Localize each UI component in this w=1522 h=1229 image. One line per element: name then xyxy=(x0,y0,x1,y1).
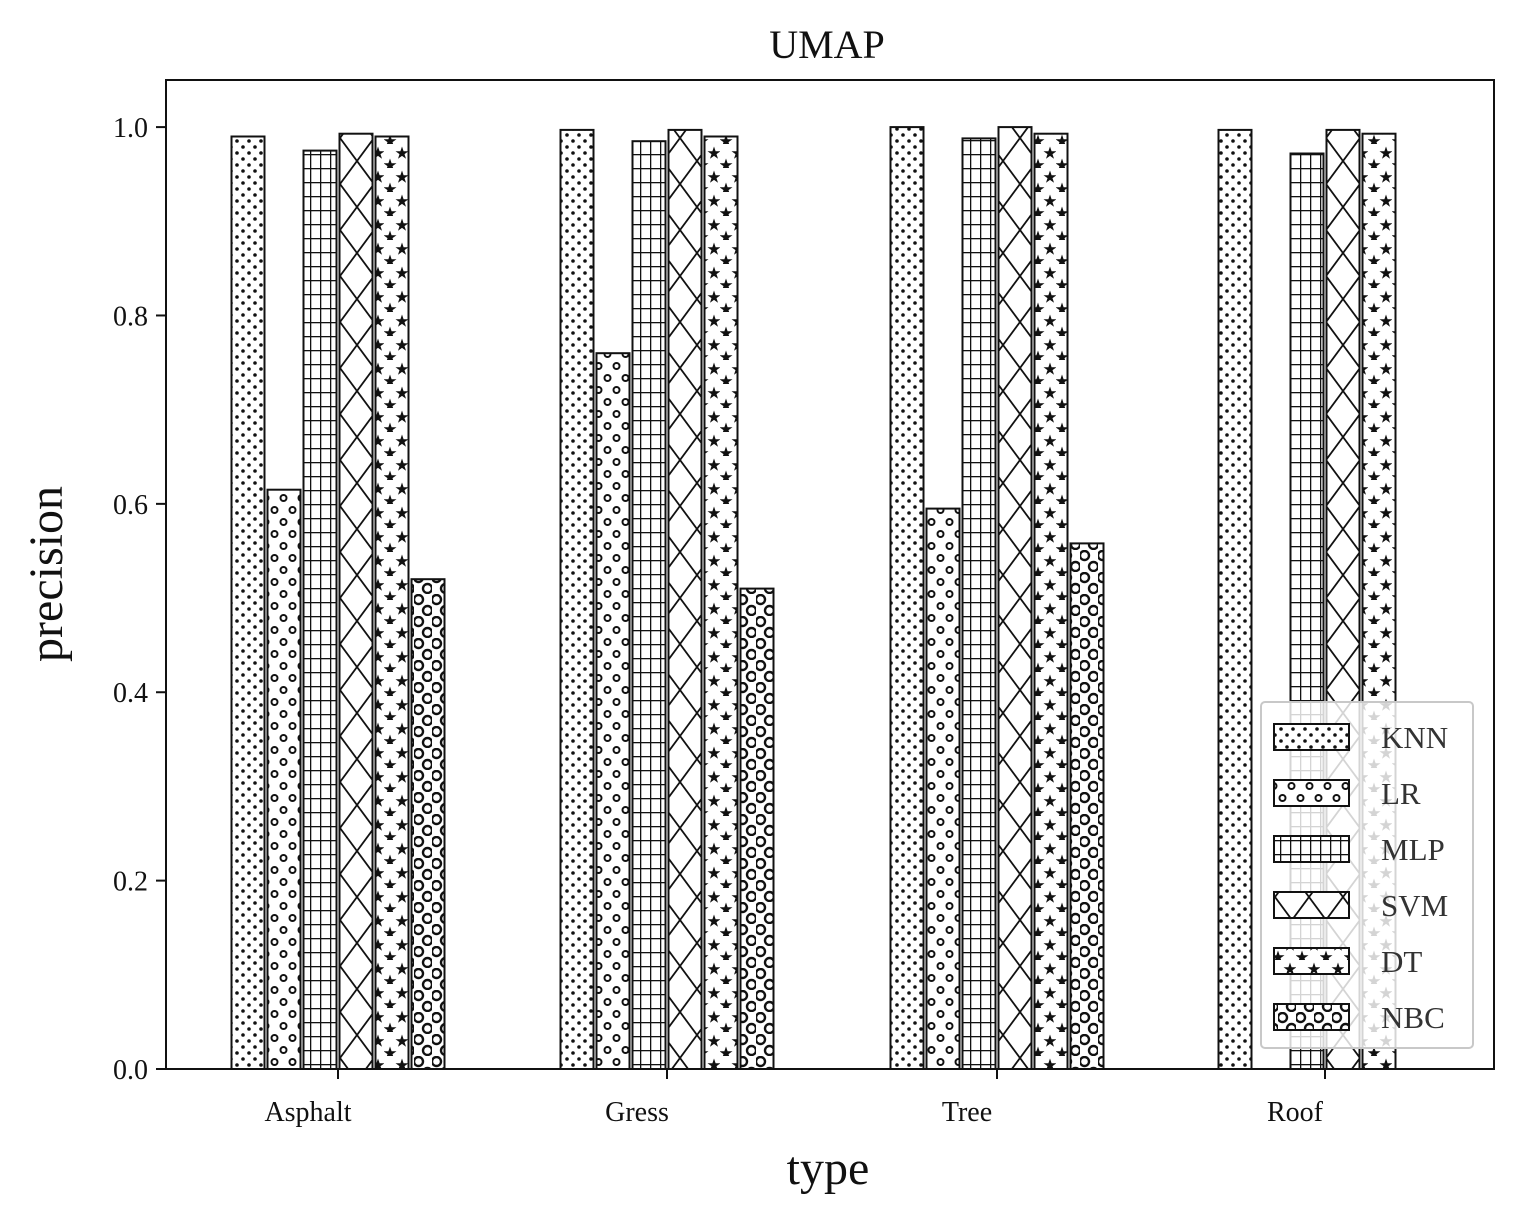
legend-swatch-nbc xyxy=(1273,1003,1350,1031)
bar-tree-svm xyxy=(997,126,1033,1071)
x-tick-label: Gress xyxy=(605,1097,669,1128)
bar-tree-dt xyxy=(1033,132,1069,1070)
bar-gress-knn xyxy=(559,128,595,1070)
legend-swatch-lr xyxy=(1273,779,1350,807)
bar-asphalt-svm xyxy=(338,132,374,1070)
bar-asphalt-knn xyxy=(230,135,266,1070)
y-tick-label: 0.0 xyxy=(113,1055,148,1086)
legend-label-lr: LR xyxy=(1381,776,1421,811)
x-axis-label: type xyxy=(787,1142,870,1195)
y-tick-label: 0.6 xyxy=(113,490,148,521)
x-tick-label: Asphalt xyxy=(264,1097,351,1128)
legend-swatch-dt xyxy=(1273,947,1350,975)
bar-asphalt-lr xyxy=(266,488,302,1070)
y-axis-label: precision xyxy=(20,486,73,662)
y-tick-label: 1.0 xyxy=(113,113,148,144)
y-axis: 0.0 0.2 0.4 0.6 0.8 1.0 xyxy=(113,113,166,1086)
bar-asphalt-dt xyxy=(374,135,410,1070)
chart-title: UMAP xyxy=(769,22,885,67)
bar-tree-knn xyxy=(889,126,925,1071)
legend: KNN LR MLP SVM DT NBC xyxy=(1260,701,1474,1049)
x-tick-label: Tree xyxy=(942,1097,992,1128)
bar-gress-svm xyxy=(667,128,703,1070)
bar-asphalt-nbc xyxy=(410,578,446,1070)
legend-swatch-svm xyxy=(1273,891,1350,919)
bar-roof-knn xyxy=(1217,128,1253,1070)
bar-tree-nbc xyxy=(1069,542,1105,1070)
legend-swatch-knn xyxy=(1273,723,1350,751)
bar-asphalt-mlp xyxy=(302,149,338,1071)
y-tick-label: 0.4 xyxy=(113,678,148,709)
y-tick-label: 0.8 xyxy=(113,301,148,332)
legend-label-mlp: MLP xyxy=(1381,832,1445,867)
legend-label-svm: SVM xyxy=(1381,888,1448,923)
y-tick-label: 0.2 xyxy=(113,867,148,898)
bar-gress-nbc xyxy=(739,587,775,1070)
plot-frame xyxy=(165,79,1495,1070)
bar-tree-lr xyxy=(925,507,961,1071)
bar-gress-mlp xyxy=(631,140,667,1070)
legend-label-dt: DT xyxy=(1381,944,1422,979)
legend-label-knn: KNN xyxy=(1381,720,1448,755)
bar-tree-mlp xyxy=(961,137,997,1070)
legend-swatch-mlp xyxy=(1273,835,1350,863)
bars-group xyxy=(230,126,1397,1071)
legend-label-nbc: NBC xyxy=(1381,1000,1445,1035)
bar-gress-lr xyxy=(595,352,631,1070)
x-tick-label: Roof xyxy=(1267,1097,1324,1128)
x-axis: Asphalt Gress Tree Roof xyxy=(264,1069,1326,1128)
bar-gress-dt xyxy=(703,135,739,1070)
